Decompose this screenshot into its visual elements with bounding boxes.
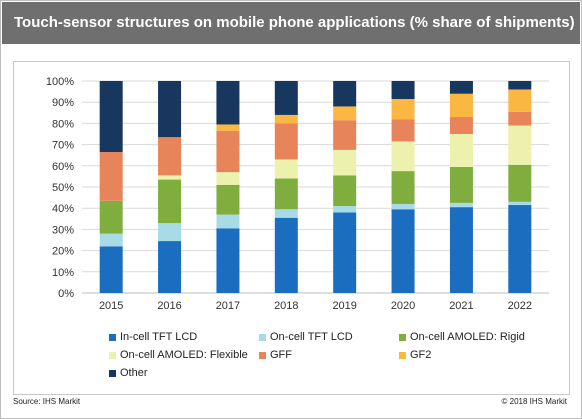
x-tick-label: 2015: [99, 300, 123, 312]
legend-label: On-cell AMOLED: Flexible: [120, 349, 248, 361]
bar-segment: [99, 152, 123, 201]
x-tick-label: 2017: [216, 300, 240, 312]
y-tick-label: 50%: [52, 182, 74, 194]
bar-segment: [333, 212, 357, 293]
y-tick-label: 10%: [52, 267, 74, 279]
bar-segment: [216, 214, 240, 229]
legend-label: On-cell TFT LCD: [270, 331, 353, 343]
y-tick-label: 60%: [52, 161, 74, 173]
chart-title: Touch-sensor structures on mobile phone …: [2, 2, 580, 44]
legend-label: On-cell AMOLED: Rigid: [410, 331, 525, 343]
bar-segment: [391, 81, 415, 100]
bar-segment: [449, 117, 473, 134]
legend-label: GF2: [410, 349, 432, 361]
bar-segment: [508, 81, 532, 90]
bar-segment: [274, 217, 298, 293]
bar-segment: [158, 137, 182, 176]
bar-segment: [391, 99, 415, 120]
bar-segment: [508, 164, 532, 202]
legend-item: Other: [109, 367, 148, 379]
copyright-note: © 2018 IHS Markit: [501, 397, 567, 406]
bar-segment: [508, 201, 532, 206]
y-tick-label: 0%: [58, 288, 74, 300]
y-tick-label: 20%: [52, 246, 74, 258]
bar-segment: [391, 119, 415, 142]
bar-segment: [216, 172, 240, 185]
legend-item: GF2: [399, 349, 431, 361]
bar-segment: [508, 125, 532, 165]
bar-segment: [391, 203, 415, 210]
x-tick-label: 2021: [449, 300, 473, 312]
x-tick-label: 2019: [332, 300, 356, 312]
bar-segment: [508, 111, 532, 126]
bar-segment: [158, 223, 182, 242]
legend-item: On-cell AMOLED: Flexible: [109, 349, 248, 361]
bar-segment: [449, 166, 473, 203]
legend-swatch: [109, 369, 116, 377]
bar-segment: [274, 81, 298, 115]
y-tick-label: 90%: [52, 97, 74, 109]
bar-segment: [274, 159, 298, 179]
bar-segment: [216, 81, 240, 125]
legend-label: Other: [120, 367, 148, 379]
bar-segment: [508, 205, 532, 293]
bar-segment: [216, 130, 240, 173]
bar-segment: [216, 184, 240, 215]
x-tick-label: 2018: [274, 300, 298, 312]
bar-segment: [274, 123, 298, 160]
bar-segment: [508, 89, 532, 112]
bar-segment: [449, 93, 473, 118]
bar-segment: [449, 81, 473, 94]
x-tick-label: 2020: [391, 300, 415, 312]
legend-label: GFF: [270, 349, 292, 361]
bar-segment: [99, 233, 123, 247]
legend-swatch: [399, 333, 406, 341]
bar-segment: [158, 81, 182, 138]
legend-item: On-cell AMOLED: Rigid: [399, 331, 525, 343]
y-tick-label: 40%: [52, 203, 74, 215]
stacked-bar-chart: 0% 10% 20% 30% 40% 50% 60% 70% 80% 90% 100% 2015 201…: [46, 76, 549, 312]
legend-item: GFF: [259, 349, 292, 361]
y-tick-label: 70%: [52, 140, 74, 152]
bar-segment: [391, 209, 415, 293]
bar-segment: [274, 114, 298, 124]
bar-segment: [99, 81, 123, 153]
bar-segment: [158, 175, 182, 180]
bar-segment: [333, 175, 357, 207]
bar-segment: [216, 124, 240, 131]
source-note: Source: IHS Markit: [13, 397, 81, 406]
bar-segment: [158, 179, 182, 224]
bar-segment: [333, 206, 357, 213]
bar-segment: [333, 81, 357, 107]
bar-segment: [158, 241, 182, 293]
x-tick-label: 2016: [157, 300, 181, 312]
bar-segment: [449, 134, 473, 167]
legend-swatch: [109, 351, 116, 359]
bar-segment: [216, 228, 240, 293]
bar-segment: [333, 149, 357, 176]
bar-segment: [333, 106, 357, 121]
legend-swatch: [399, 351, 406, 359]
legend-swatch: [109, 333, 116, 341]
bar-segment: [99, 246, 123, 293]
legend-item: In-cell TFT LCD: [109, 331, 197, 343]
y-tick-label: 30%: [52, 224, 74, 236]
bar-segment: [391, 141, 415, 172]
legend-swatch: [259, 333, 266, 341]
x-tick-label: 2022: [508, 300, 532, 312]
bar-segment: [274, 209, 298, 218]
legend-label: In-cell TFT LCD: [120, 331, 198, 343]
bar-segment: [333, 120, 357, 150]
bar-segment: [449, 202, 473, 208]
y-tick-label: 100%: [46, 76, 74, 88]
bar-segment: [274, 178, 298, 210]
legend-item: On-cell TFT LCD: [259, 331, 353, 343]
bar-segment: [391, 171, 415, 204]
y-tick-label: 80%: [52, 118, 74, 130]
legend-swatch: [259, 351, 266, 359]
bar-segment: [99, 200, 123, 234]
bar-segment: [449, 207, 473, 293]
